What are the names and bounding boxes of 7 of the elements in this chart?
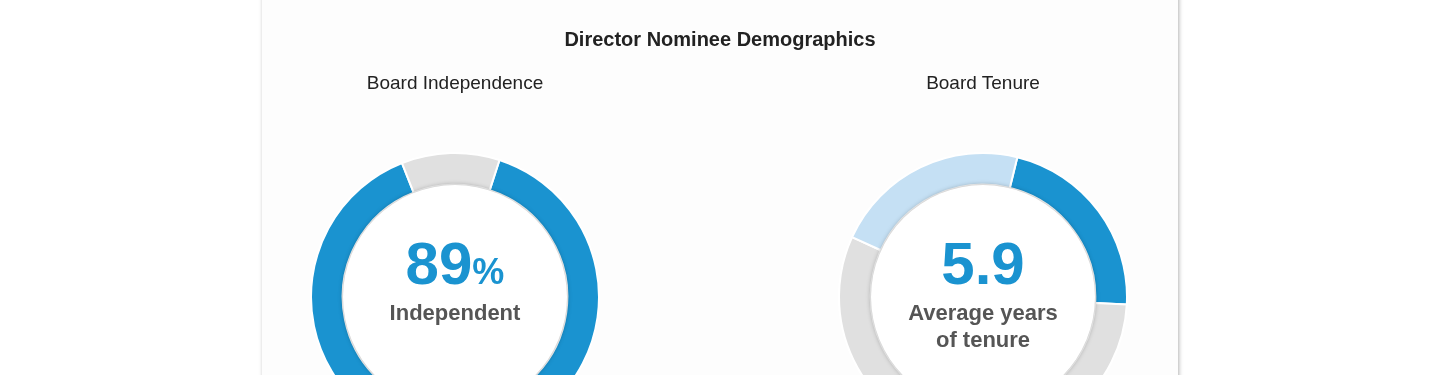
chart-subtitle: Board Independence xyxy=(365,72,545,94)
text: Average years of tenure xyxy=(908,299,1058,353)
text: Independent xyxy=(388,299,522,326)
chart-subtitle: Board Tenure xyxy=(925,72,1041,94)
text: 89% xyxy=(405,230,505,297)
text: 5.9 xyxy=(941,230,1025,297)
text: Director Nominee Demographics xyxy=(563,28,877,51)
